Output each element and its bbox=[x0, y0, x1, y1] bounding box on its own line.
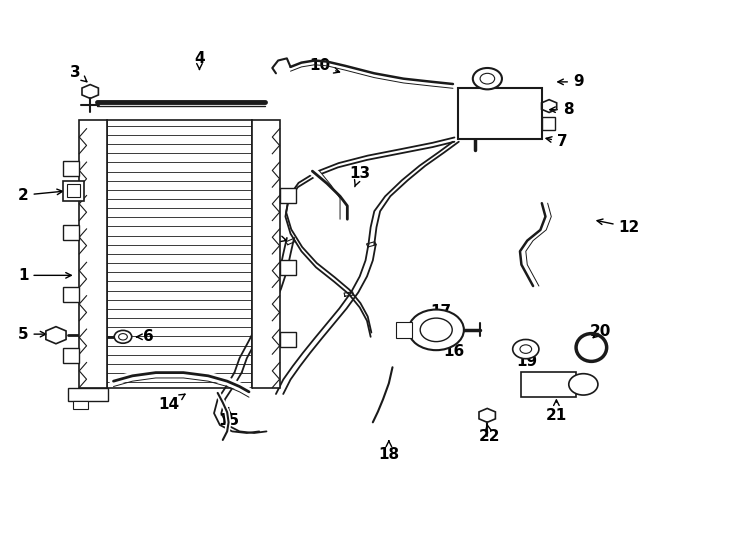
Text: 20: 20 bbox=[589, 324, 611, 339]
Bar bbox=[252, 120, 280, 388]
Text: 1: 1 bbox=[18, 268, 71, 283]
Bar bbox=[63, 348, 79, 363]
Bar bbox=[63, 287, 79, 301]
Text: 15: 15 bbox=[218, 408, 239, 428]
Text: 16: 16 bbox=[418, 340, 465, 359]
Bar bbox=[62, 181, 84, 200]
Bar bbox=[63, 225, 79, 240]
Circle shape bbox=[420, 318, 452, 342]
Text: 10: 10 bbox=[309, 58, 340, 73]
Circle shape bbox=[480, 73, 495, 84]
Circle shape bbox=[512, 340, 539, 359]
Text: 19: 19 bbox=[517, 352, 538, 369]
Bar bbox=[280, 332, 296, 347]
Bar bbox=[396, 322, 413, 338]
Text: 17: 17 bbox=[431, 304, 452, 319]
Text: 4: 4 bbox=[195, 51, 205, 70]
Text: 6: 6 bbox=[137, 329, 154, 345]
Circle shape bbox=[569, 374, 598, 395]
Text: 7: 7 bbox=[546, 134, 567, 149]
Circle shape bbox=[115, 330, 131, 343]
Text: 11: 11 bbox=[258, 228, 286, 243]
Bar bbox=[68, 388, 109, 401]
Text: 5: 5 bbox=[18, 327, 46, 342]
Circle shape bbox=[119, 334, 127, 340]
Bar bbox=[521, 372, 576, 397]
Text: 13: 13 bbox=[349, 166, 370, 187]
Bar bbox=[67, 185, 80, 197]
Text: 8: 8 bbox=[550, 102, 573, 117]
Bar bbox=[280, 260, 296, 275]
Circle shape bbox=[409, 309, 464, 350]
Bar bbox=[63, 161, 79, 176]
Bar bbox=[458, 88, 542, 139]
Bar bbox=[73, 401, 88, 409]
Text: 12: 12 bbox=[597, 219, 640, 235]
Text: 22: 22 bbox=[479, 424, 500, 444]
Text: 3: 3 bbox=[70, 65, 87, 82]
Text: 2: 2 bbox=[18, 188, 62, 202]
Bar bbox=[79, 120, 107, 388]
Bar bbox=[280, 188, 296, 202]
Text: 21: 21 bbox=[546, 400, 567, 423]
Text: 18: 18 bbox=[378, 441, 399, 462]
Text: 14: 14 bbox=[159, 394, 185, 412]
Bar bbox=[542, 117, 555, 130]
Circle shape bbox=[473, 68, 502, 89]
Text: 9: 9 bbox=[558, 75, 584, 90]
Circle shape bbox=[520, 345, 531, 353]
